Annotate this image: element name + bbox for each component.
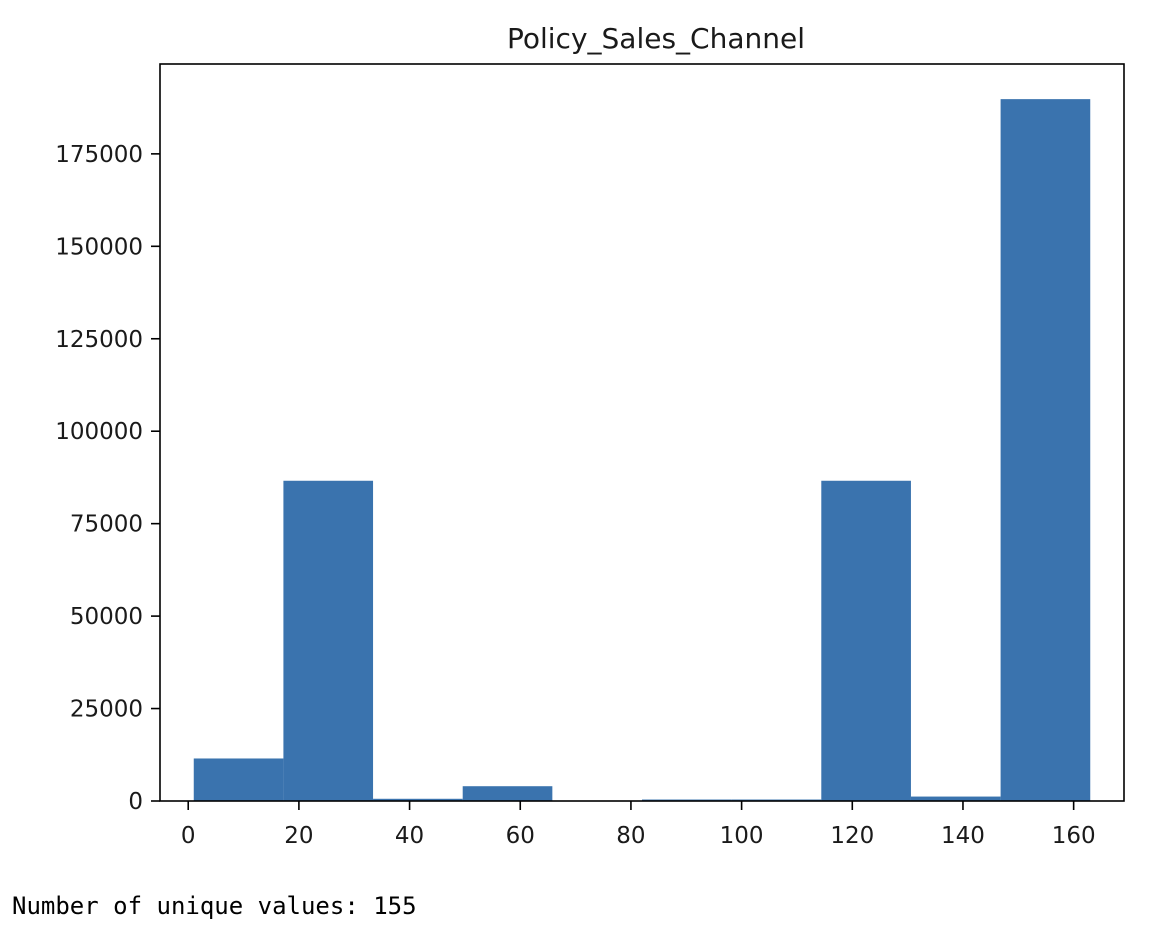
y-tick-label: 150000 xyxy=(55,234,143,260)
histogram-bar xyxy=(373,798,463,801)
x-tick-label: 0 xyxy=(181,823,196,849)
x-tick-label: 140 xyxy=(941,823,985,849)
histogram-bars xyxy=(193,99,1091,802)
y-tick-label: 175000 xyxy=(55,142,143,168)
y-tick-label: 75000 xyxy=(70,512,143,538)
histogram-chart: Policy_Sales_Channel 0 20 40 60 80 100 120 140 1… xyxy=(55,22,1125,849)
histogram-bar xyxy=(283,480,374,801)
x-tick-label: 60 xyxy=(506,823,535,849)
x-tick-label: 80 xyxy=(616,823,645,849)
x-tick-label: 20 xyxy=(284,823,313,849)
y-tick-label: 50000 xyxy=(70,604,143,630)
histogram-bar xyxy=(821,480,911,801)
x-axis: 0 20 40 60 80 100 120 140 160 xyxy=(181,801,1096,849)
x-tick-label: 160 xyxy=(1052,823,1096,849)
x-tick-label: 100 xyxy=(720,823,764,849)
y-axis: 0 25000 50000 75000 100000 125000 150000 175000 xyxy=(55,142,160,815)
chart-title: Policy_Sales_Channel xyxy=(507,22,805,55)
histogram-bar xyxy=(910,796,1001,801)
y-tick-label: 125000 xyxy=(55,327,143,353)
plot-frame xyxy=(159,63,1125,802)
unique-values-output: Number of unique values: 155 xyxy=(12,892,417,920)
histogram-bar xyxy=(1000,99,1091,802)
histogram-bar xyxy=(462,786,553,801)
y-tick-label: 25000 xyxy=(70,697,143,723)
y-tick-label: 0 xyxy=(128,789,143,815)
x-tick-label: 40 xyxy=(395,823,424,849)
x-tick-label: 120 xyxy=(830,823,874,849)
histogram-bar xyxy=(193,758,284,801)
y-tick-label: 100000 xyxy=(55,419,143,445)
